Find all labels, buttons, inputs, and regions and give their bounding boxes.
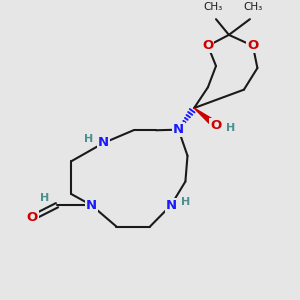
Text: O: O: [210, 119, 222, 132]
Text: H: H: [85, 134, 94, 144]
Text: O: O: [247, 39, 259, 52]
Text: H: H: [226, 123, 235, 133]
Text: CH₃: CH₃: [243, 2, 262, 12]
Text: N: N: [165, 199, 177, 212]
Text: N: N: [86, 199, 97, 212]
Text: N: N: [173, 123, 184, 136]
Text: H: H: [40, 193, 49, 203]
Text: CH₃: CH₃: [203, 2, 223, 12]
Text: O: O: [27, 211, 38, 224]
Text: O: O: [202, 39, 214, 52]
Text: N: N: [98, 136, 109, 149]
Polygon shape: [194, 108, 218, 128]
Text: H: H: [181, 196, 190, 207]
